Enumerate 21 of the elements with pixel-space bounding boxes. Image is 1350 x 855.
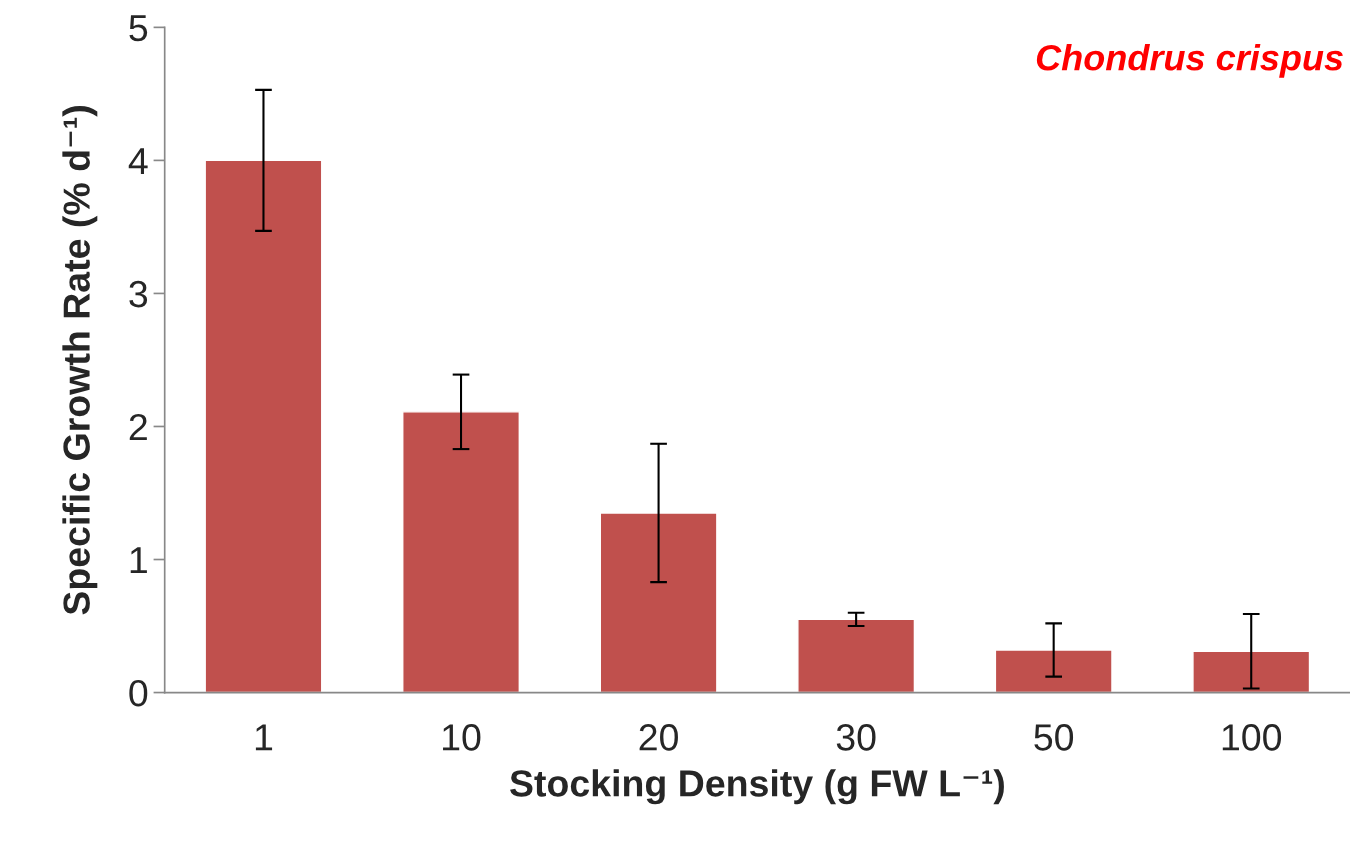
bar (1192, 650, 1311, 693)
annotation: Chondrus crispus (1036, 43, 1343, 78)
x-tick-label: 50 (1034, 724, 1074, 751)
y-tick-label: 2 (129, 413, 147, 441)
x-tick-label: 100 (1222, 724, 1282, 751)
bar (994, 649, 1113, 693)
x-axis-title: Stocking Density (g FW L⁻¹) (510, 769, 1004, 805)
y-tick-label: 3 (129, 280, 148, 308)
x-tick-label: 1 (255, 724, 273, 751)
x-tick-label: 30 (836, 724, 876, 751)
bar (204, 159, 323, 693)
bar (599, 512, 718, 693)
y-axis-title: Specific Growth Rate (% d⁻¹) (62, 106, 98, 615)
y-tick-label: 5 (129, 15, 148, 42)
y-tick-label: 0 (129, 679, 148, 707)
x-tick-label: 20 (639, 724, 678, 751)
y-tick-label: 4 (128, 148, 148, 174)
bar (797, 618, 916, 693)
bar (402, 411, 520, 693)
y-tick-label: 1 (130, 547, 147, 574)
x-tick-label: 10 (443, 724, 481, 751)
